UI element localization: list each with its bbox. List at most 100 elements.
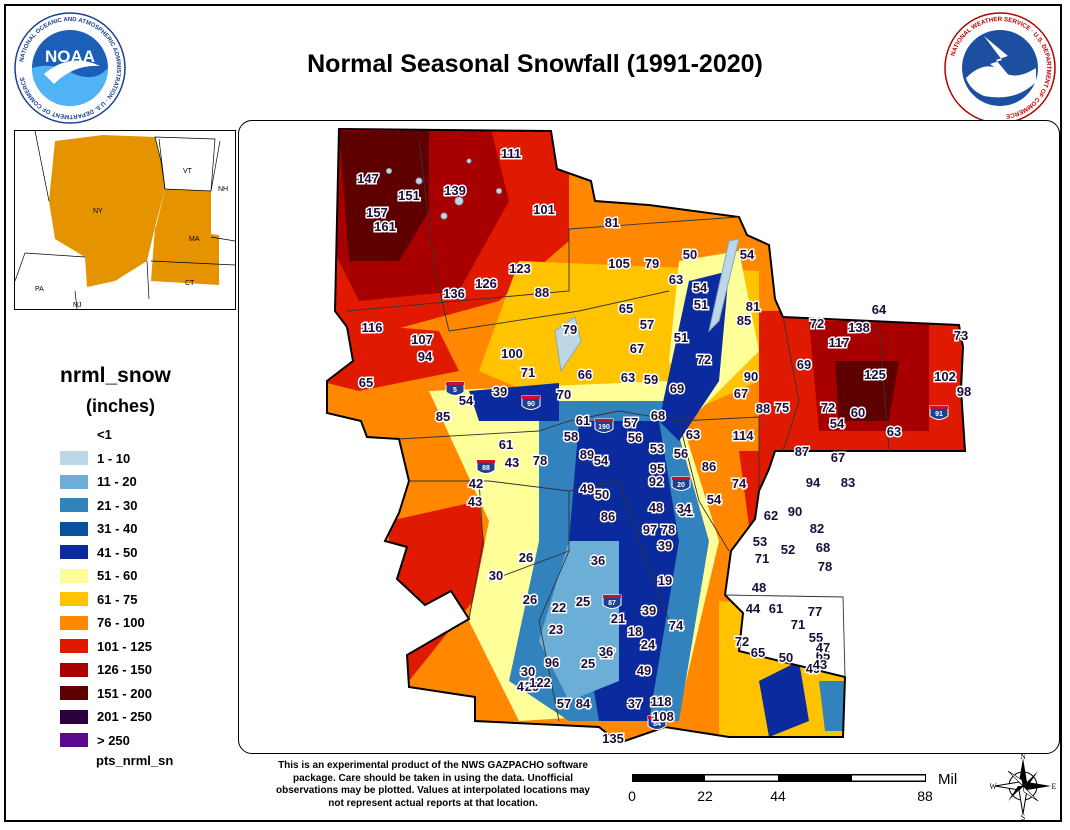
snowfall-value-label: 71	[791, 617, 805, 632]
snowfall-value-label: 36	[591, 553, 605, 568]
interstate-shield-icon: 190	[594, 418, 614, 433]
legend-label: 126 - 150	[97, 662, 152, 678]
snowfall-value-label: 117	[829, 335, 850, 350]
snowfall-value-label: 71	[521, 365, 535, 380]
snowfall-value-label: 44	[746, 601, 761, 616]
snowfall-value-label: 22	[552, 600, 566, 615]
snowfall-value-label: 136	[443, 286, 465, 301]
scale-tick-44: 44	[770, 788, 786, 804]
snowfall-value-label: 114	[733, 428, 755, 443]
legend-swatch	[60, 521, 88, 536]
svg-text:90: 90	[527, 401, 535, 408]
snowfall-value-label: 89	[580, 447, 594, 462]
svg-text:91: 91	[935, 411, 943, 418]
snowfall-value-label: 90	[744, 369, 758, 384]
snowfall-value-label: 73	[954, 328, 968, 343]
snowfall-value-label: 81	[605, 215, 619, 230]
snowfall-value-label: 26	[519, 550, 533, 565]
snowfall-value-label: 78	[533, 453, 547, 468]
snowfall-value-label: 42	[469, 476, 483, 491]
snowfall-value-label: 36	[599, 644, 613, 659]
svg-text:88: 88	[482, 465, 490, 472]
snowfall-value-label: 64	[872, 302, 887, 317]
snowfall-value-label: 88	[756, 401, 770, 416]
snowfall-value-label: 57	[557, 696, 571, 711]
snowfall-value-label: 111	[501, 146, 521, 161]
legend-title: nrml_snow	[60, 364, 171, 387]
snowfall-value-label: 37	[628, 696, 642, 711]
snowfall-value-label: 63	[621, 370, 635, 385]
svg-text:190: 190	[598, 424, 610, 431]
snowfall-value-label: 54	[830, 416, 845, 431]
snowfall-value-label: 100	[501, 346, 523, 361]
map-frame	[4, 4, 1062, 822]
legend-item: 11 - 20	[60, 470, 152, 494]
snowfall-value-label: 79	[645, 256, 659, 271]
snowfall-value-label: 95	[650, 461, 664, 476]
snowfall-value-label: 122	[529, 675, 551, 690]
interstate-shield-icon: 87	[602, 594, 622, 609]
locator-inset-map: NY VT NH MA CT PA NJ	[14, 130, 236, 310]
snowfall-value-label: 139	[444, 183, 466, 198]
snowfall-value-label: 151	[398, 188, 420, 203]
snowfall-value-label: 43	[505, 455, 519, 470]
snowfall-value-label: 56	[628, 430, 642, 445]
snowfall-value-label: 94	[418, 349, 433, 364]
snowfall-value-label: 66	[578, 367, 592, 382]
legend-swatch	[60, 709, 88, 724]
snowfall-value-label: 50	[779, 650, 793, 665]
snowfall-value-label: 45	[517, 679, 531, 694]
snowfall-value-label: 94	[806, 475, 821, 490]
snowfall-value-label: 24	[641, 637, 656, 652]
snowfall-value-label: 48	[752, 580, 766, 595]
snowfall-value-label: 53	[650, 441, 664, 456]
legend-label: 11 - 20	[97, 474, 137, 490]
interstate-shield-icon: 5	[445, 381, 465, 396]
legend-item: 21 - 30	[60, 494, 152, 518]
svg-text:NJ: NJ	[73, 302, 82, 309]
snowfall-value-label: 67	[734, 386, 748, 401]
snowfall-value-label: 54	[594, 453, 609, 468]
snowfall-value-label: 63	[686, 427, 700, 442]
snowfall-value-label: 53	[753, 534, 767, 549]
snowfall-value-label: 43	[813, 657, 827, 672]
noaa-logo: NOAA NATIONAL OCEANIC AND ATMOSPHERIC AD…	[14, 12, 126, 124]
snowfall-value-label: 108	[652, 709, 674, 724]
nws-logo: NATIONAL WEATHER SERVICE · U.S. DEPARTME…	[944, 12, 1056, 124]
legend-label: 61 - 75	[97, 591, 138, 607]
snowfall-value-label: 72	[821, 400, 835, 415]
compass-rose-icon: N S E W	[990, 752, 1056, 820]
snowfall-value-label: 65	[816, 648, 830, 663]
snowfall-value-label: 123	[509, 261, 531, 276]
interstate-shield-icon: 88	[476, 459, 496, 474]
scale-bar: 0 22 44 88 Miles	[628, 771, 958, 804]
snowfall-value-label: 49	[580, 481, 594, 496]
snowfall-value-label: 69	[670, 381, 684, 396]
snowfall-value-label: 125	[864, 367, 886, 382]
snowfall-value-label: 83	[841, 475, 855, 490]
snowfall-value-label: 65	[619, 301, 633, 316]
svg-text:MA: MA	[189, 236, 200, 243]
snowfall-value-label: 57	[624, 415, 638, 430]
snowfall-value-label: 50	[595, 487, 609, 502]
scale-units: Miles	[938, 771, 958, 788]
snowfall-value-label: 65	[751, 645, 765, 660]
svg-text:20: 20	[677, 482, 685, 489]
svg-text:W: W	[990, 782, 997, 791]
snowfall-value-label: 135	[602, 731, 624, 746]
snowfall-value-label: 43	[468, 494, 482, 509]
legend-points-label: pts_nrml_sn	[96, 753, 174, 768]
snowfall-value-label: 107	[411, 332, 433, 347]
snowfall-value-label: 72	[697, 352, 711, 367]
legend-label: 1 - 10	[97, 450, 131, 466]
legend-swatch	[60, 639, 88, 654]
snowfall-value-label: 88	[535, 285, 549, 300]
legend-item: 31 - 40	[60, 517, 152, 541]
svg-text:NH: NH	[218, 186, 228, 193]
snowfall-value-label: 96	[545, 655, 559, 670]
snowfall-value-label: 84	[576, 696, 591, 711]
legend-item: 1 - 10	[60, 447, 152, 471]
svg-text:CT: CT	[185, 280, 195, 287]
svg-text:NOAA: NOAA	[45, 47, 95, 66]
snowfall-value-label: 23	[549, 622, 563, 637]
